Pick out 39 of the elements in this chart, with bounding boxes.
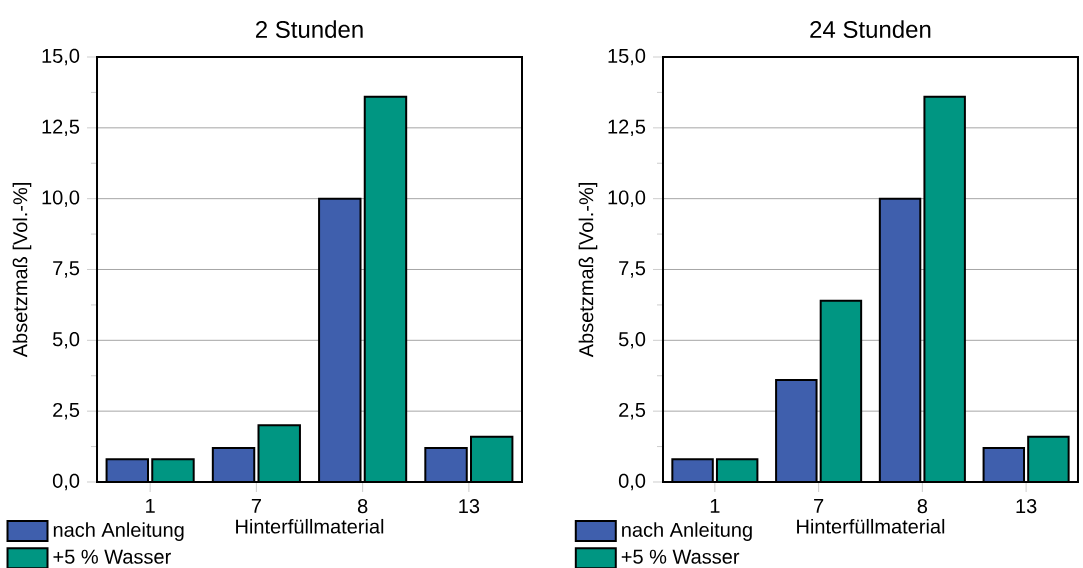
chart-title: 2 Stunden — [255, 20, 363, 38]
x-tick-label: 13 — [1016, 499, 1037, 514]
y-tick-label: 7,5 — [53, 261, 80, 278]
y-tick-label: 12,5 — [42, 119, 80, 137]
y-tick-label: 10,0 — [42, 190, 80, 207]
bar — [258, 425, 300, 482]
y-axis-title: Absetzmaß [Vol.-%] — [578, 183, 598, 358]
y-tick-label: 5,0 — [618, 332, 646, 349]
x-tick-label: 1 — [710, 499, 720, 513]
bar — [1027, 435, 1070, 482]
x-axis-title: Hinterfüllmaterial — [797, 518, 945, 534]
y-tick-label: 7,5 — [619, 261, 646, 278]
x-tick-label: 8 — [357, 499, 368, 514]
x-tick-label: 8 — [917, 499, 928, 514]
bar — [364, 96, 407, 482]
bar — [424, 446, 468, 482]
bar — [923, 95, 966, 482]
x-tick-label: 1 — [146, 499, 155, 513]
chart-title: 24 Stunden — [810, 20, 931, 38]
y-tick-label: 10,0 — [608, 190, 646, 207]
y-tick-label: 15,0 — [42, 48, 80, 66]
y-tick-label: 12,5 — [608, 119, 646, 137]
legend-label: nach Anleitung — [53, 522, 184, 541]
x-axis-title: Hinterfüllmaterial — [236, 518, 384, 534]
x-tick-label: 7 — [814, 499, 824, 513]
y-tick-label: 0,0 — [52, 473, 80, 491]
y-tick-label: 2,5 — [619, 402, 646, 420]
bar — [819, 299, 863, 482]
y-tick-label: 5,0 — [52, 332, 80, 349]
y-tick-label: 0,0 — [618, 473, 646, 491]
y-axis-title: Absetzmaß [Vol.-%] — [12, 183, 32, 358]
legend-label: nach Anleitung — [622, 522, 752, 541]
x-tick-label: 13 — [459, 499, 480, 514]
x-tick-label: 7 — [251, 499, 261, 513]
y-tick-label: 15,0 — [608, 48, 646, 66]
legend-label: +5 % Wasser — [53, 549, 171, 564]
y-tick-label: 2,5 — [53, 402, 80, 420]
bar — [319, 198, 361, 482]
legend-label: +5 % Wasser — [621, 549, 740, 564]
